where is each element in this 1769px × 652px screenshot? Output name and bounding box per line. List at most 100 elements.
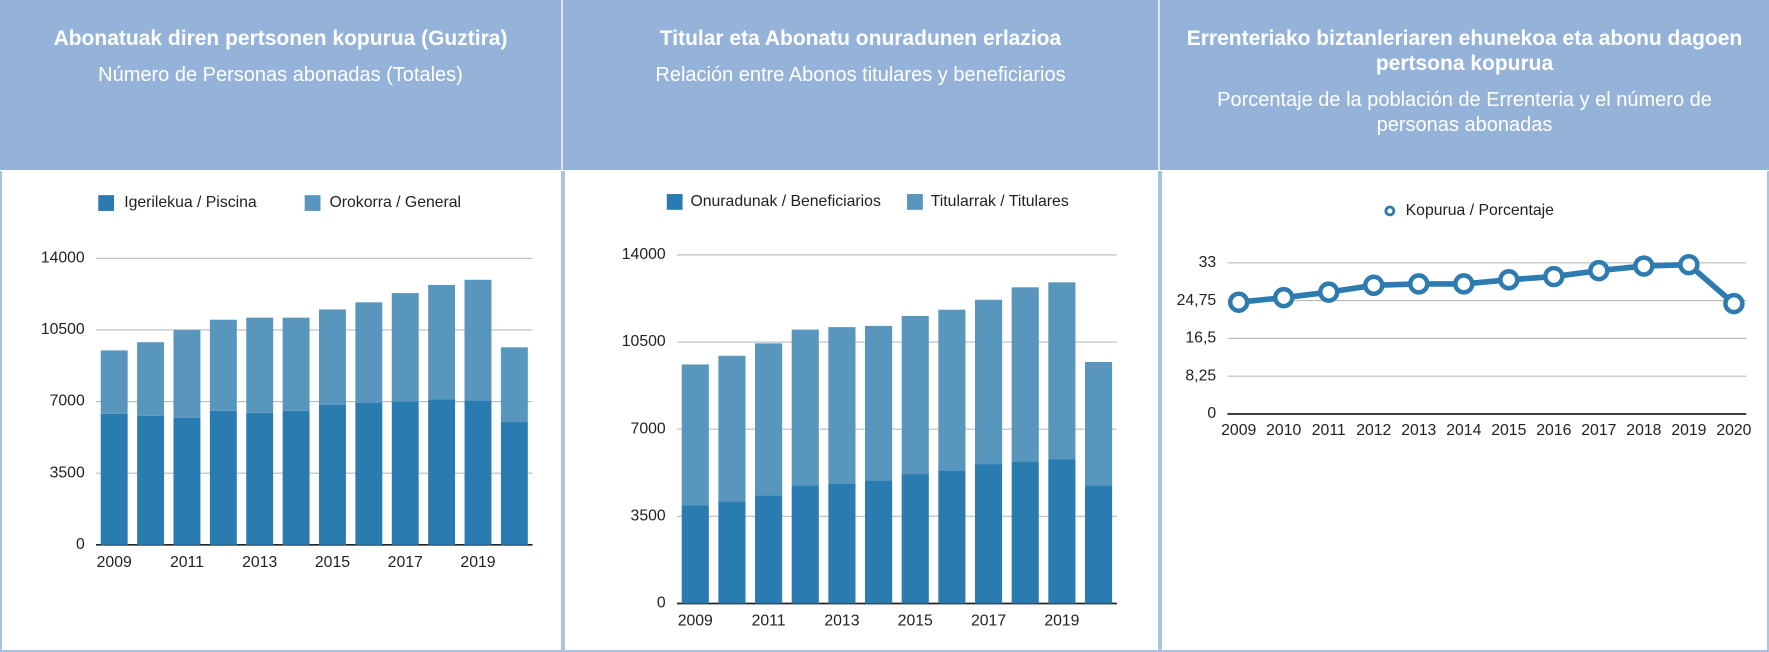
bar-segment <box>1011 287 1039 462</box>
point <box>1543 265 1565 288</box>
point <box>1723 292 1745 315</box>
panel-title: Abonatuak diren pertsonen kopurua (Guzti… <box>53 27 508 50</box>
x-tick-label: 2020 <box>1716 422 1751 439</box>
panel-body <box>1160 171 1769 652</box>
y-tick-label: 7000 <box>50 393 85 410</box>
bar-segment <box>791 329 819 486</box>
panel-body <box>0 171 563 652</box>
bar-segment <box>100 413 128 545</box>
bar-segment <box>681 505 709 604</box>
bar-segment <box>173 417 201 545</box>
legend-marker <box>907 194 923 210</box>
y-tick-label: 14000 <box>41 249 85 266</box>
point <box>1498 269 1520 291</box>
bar-segment <box>1084 361 1113 486</box>
point <box>1588 259 1610 282</box>
bar-segment <box>464 279 492 401</box>
bar-segment <box>1048 459 1076 604</box>
y-tick-label: 3500 <box>631 508 666 525</box>
bar-segment <box>500 422 528 545</box>
legend-marker <box>1384 205 1396 217</box>
x-tick-label: 2013 <box>824 613 859 630</box>
x-tick-label: 2017 <box>388 554 423 571</box>
x-tick-label: 2009 <box>1221 422 1256 439</box>
point <box>1678 253 1700 276</box>
bar-segment <box>137 342 165 416</box>
x-tick-label: 2017 <box>1581 422 1616 439</box>
y-tick-label: 0 <box>657 595 666 612</box>
bar-segment <box>755 343 783 496</box>
y-tick-label: 10500 <box>622 333 666 350</box>
x-tick-label: 2012 <box>1356 422 1391 439</box>
y-tick-label: 0 <box>1207 405 1216 422</box>
bar-segment <box>137 415 165 545</box>
y-tick-label: 7000 <box>631 420 666 437</box>
x-tick-label: 2016 <box>1536 422 1571 439</box>
y-tick-label: 16,5 <box>1185 330 1216 347</box>
point <box>1453 273 1475 295</box>
legend-label: Kopurua / Porcentaje <box>1406 202 1554 219</box>
x-tick-label: 2009 <box>678 613 713 630</box>
bar-segment <box>428 399 456 545</box>
legend-label: Onuradunak / Beneficiarios <box>690 193 880 210</box>
legend-label: Orokorra / General <box>330 194 462 211</box>
y-tick-label: 3500 <box>50 464 85 481</box>
y-tick-label: 24,75 <box>1177 292 1217 309</box>
panel-title: Errenteriako biztanleriaren ehunekoa eta… <box>1186 27 1743 75</box>
bar-segment <box>209 410 237 545</box>
bar-segment <box>865 325 893 481</box>
legend-label: Titularrak / Titulares <box>931 193 1069 210</box>
bar-segment <box>246 412 274 545</box>
y-tick-label: 10500 <box>41 321 85 338</box>
x-tick-label: 2010 <box>1266 422 1301 439</box>
x-tick-label: 2019 <box>1044 613 1079 630</box>
bar-segment <box>464 400 492 545</box>
panel-subtitle: Relación entre Abonos titulares y benefi… <box>655 64 1066 86</box>
x-tick-label: 2009 <box>97 554 132 571</box>
y-tick-label: 8,25 <box>1185 367 1216 384</box>
bar-segment <box>428 284 456 400</box>
bar-segment <box>681 364 709 506</box>
bar-segment <box>1084 485 1113 604</box>
bar-segment <box>828 483 856 604</box>
y-tick-label: 33 <box>1199 254 1217 271</box>
point <box>1273 286 1295 309</box>
point <box>1363 274 1385 296</box>
bar-segment <box>755 495 783 604</box>
y-tick-label: 0 <box>76 536 85 553</box>
bar-segment <box>391 293 419 402</box>
x-tick-label: 2018 <box>1626 422 1661 439</box>
point <box>1408 273 1430 295</box>
bar-segment <box>100 350 128 414</box>
point <box>1633 255 1655 277</box>
bar-segment <box>901 315 929 475</box>
bar-segment <box>938 470 966 604</box>
legend-label: Igerilekua / Piscina <box>124 194 257 211</box>
legend-marker <box>304 195 321 211</box>
bar-segment <box>355 302 383 403</box>
x-tick-label: 2013 <box>242 554 277 571</box>
bar-segment <box>500 347 528 423</box>
x-tick-label: 2011 <box>170 554 204 571</box>
bar-segment <box>1011 461 1039 604</box>
bar-segment <box>901 474 929 604</box>
bar-segment <box>938 309 966 471</box>
panel-body <box>563 171 1160 652</box>
panel-subtitle: Número de Personas abonadas (Totales) <box>98 64 463 86</box>
bar-segment <box>974 299 1003 465</box>
bar-segment <box>282 410 310 545</box>
x-tick-label: 2019 <box>460 554 495 571</box>
x-tick-label: 2015 <box>315 554 350 571</box>
panel-header: Abonatuak diren pertsonen kopurua (Guzti… <box>0 0 563 170</box>
legend-marker <box>666 194 683 210</box>
bar-segment <box>791 485 819 604</box>
bar-segment <box>319 404 346 545</box>
panel-title: Titular eta Abonatu onuradunen erlazioa <box>659 27 1062 50</box>
bar-segment <box>282 317 310 411</box>
panel-subtitle: Porcentaje de la población de Errenteria… <box>1217 89 1712 136</box>
point <box>1227 291 1250 313</box>
x-tick-label: 2015 <box>1491 422 1526 439</box>
bar-segment <box>718 355 746 502</box>
